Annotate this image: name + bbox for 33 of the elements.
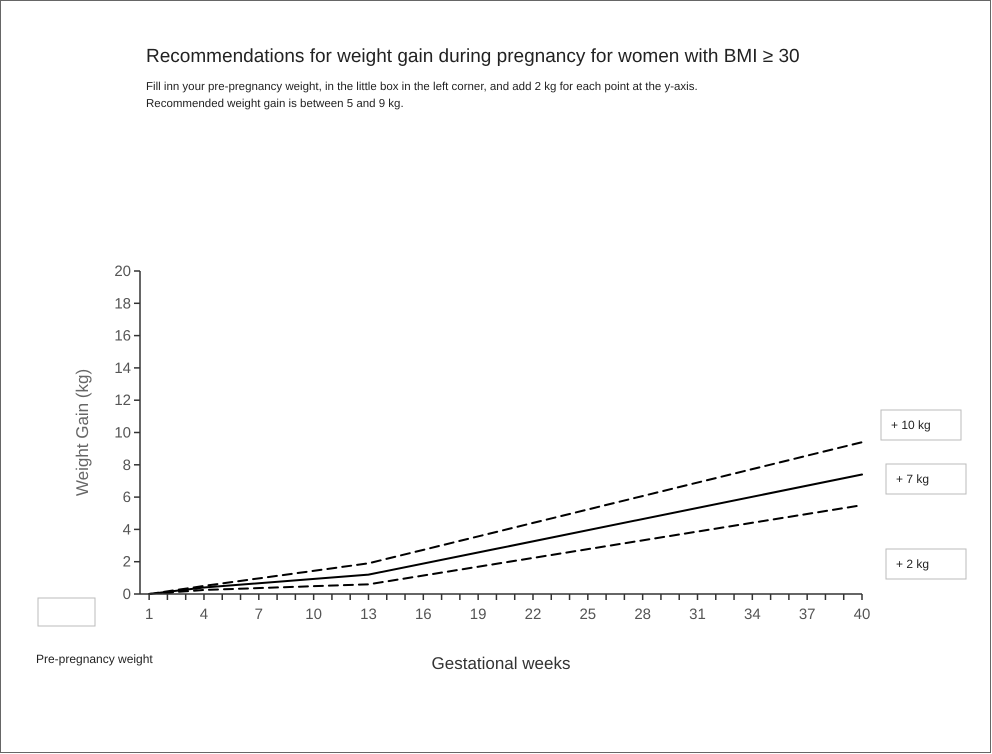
x-tick-label: 10 (305, 606, 322, 623)
y-axis-title: Weight Gain (kg) (73, 368, 92, 496)
y-tick-label: 6 (122, 489, 131, 506)
y-tick-label: 20 (114, 263, 131, 280)
chart-subtitle: Fill inn your pre-pregnancy weight, in the little box in the left corner, and add 2 kg for each point at the y-axis. Recommended weight gain is between 5 and 9 kg. (146, 81, 698, 110)
x-tick-label: 37 (798, 606, 816, 623)
x-tick-label: 25 (579, 606, 596, 623)
y-tick-label: 2 (122, 554, 131, 571)
y-tick-label: 18 (114, 295, 131, 312)
y-tick-label: 0 (122, 586, 131, 603)
x-tick-label: 13 (360, 606, 377, 623)
x-tick-label: 4 (200, 606, 208, 623)
y-tick-label: 10 (114, 424, 131, 442)
x-tick-label: 34 (744, 606, 761, 623)
chart-title: Recommendations for weight gain during pregnancy for women with BMI ≥ 30 (146, 46, 800, 67)
x-tick-label: 28 (634, 606, 651, 623)
text: + 10 kg (891, 418, 931, 432)
x-tick-label: 1 (144, 606, 154, 623)
x-tick-label: 19 (470, 606, 486, 623)
x-tick-label: 16 (414, 606, 432, 623)
y-tick-label: 12 (114, 392, 131, 410)
x-tick-label: 31 (689, 606, 706, 623)
x-axis-title: Gestational weeks (432, 654, 570, 673)
text: Pre-pregnancy weight (36, 652, 154, 666)
y-tick-label: 8 (122, 456, 131, 474)
x-tick-label: 7 (254, 606, 263, 623)
y-tick-label: 16 (114, 328, 131, 345)
text: + 2 kg (896, 557, 930, 571)
x-tick-label: 40 (854, 606, 870, 623)
y-tick-label: 14 (114, 360, 131, 377)
x-tick-label: 22 (524, 606, 542, 623)
y-tick-label: 4 (122, 521, 131, 538)
text: + 7 kg (896, 472, 930, 486)
